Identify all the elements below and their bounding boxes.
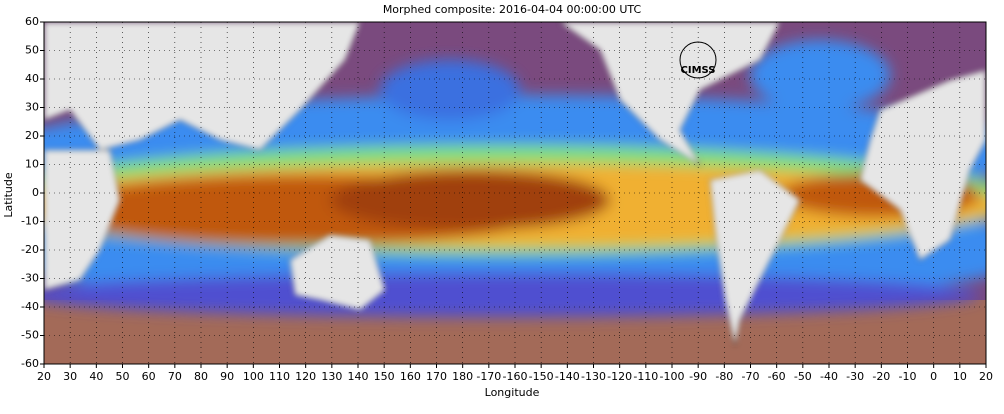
x-tick-label: -30 xyxy=(846,370,864,383)
y-tick-label: 50 xyxy=(25,44,39,57)
x-tick-label: 180 xyxy=(452,370,473,383)
map-title: Morphed composite: 2016-04-04 00:00:00 U… xyxy=(383,3,642,16)
x-tick-label: -140 xyxy=(555,370,580,383)
x-tick-label: 120 xyxy=(295,370,316,383)
x-tick-label: 160 xyxy=(400,370,421,383)
x-tick-label: 70 xyxy=(168,370,182,383)
land xyxy=(44,22,986,346)
x-tick-label: -80 xyxy=(715,370,733,383)
axes: 20 30 40 50 60 70 80 90 100 110 120 130 140 150 160 170… xyxy=(21,15,993,383)
y-tick-label: -40 xyxy=(21,300,39,313)
x-tick-label: 20 xyxy=(37,370,51,383)
y-tick-label: 0 xyxy=(32,186,39,199)
x-tick-label: 30 xyxy=(63,370,77,383)
y-tick-label: 40 xyxy=(25,72,39,85)
y-tick-label: -30 xyxy=(21,272,39,285)
x-tick-label: 90 xyxy=(220,370,234,383)
y-tick-label: -10 xyxy=(21,215,39,228)
x-tick-label: -120 xyxy=(607,370,632,383)
x-tick-label: 0 xyxy=(930,370,937,383)
x-tick-label: -110 xyxy=(633,370,658,383)
x-tick-label: -90 xyxy=(689,370,707,383)
y-tick-label: -20 xyxy=(21,243,39,256)
x-tick-label: -170 xyxy=(476,370,501,383)
x-tick-label: -40 xyxy=(820,370,838,383)
y-tick-label: -50 xyxy=(21,329,39,342)
x-tick-label: 20 xyxy=(979,370,993,383)
x-tick-label: 50 xyxy=(116,370,130,383)
y-tick-label: 20 xyxy=(25,129,39,142)
x-tick-label: -70 xyxy=(742,370,760,383)
x-tick-label: -150 xyxy=(529,370,554,383)
x-tick-label: -160 xyxy=(503,370,528,383)
x-tick-label: 40 xyxy=(89,370,103,383)
y-tick-label: 60 xyxy=(25,15,39,28)
logo-text: CIMSS xyxy=(681,65,716,76)
x-tick-label: 80 xyxy=(194,370,208,383)
x-tick-label: -60 xyxy=(768,370,786,383)
x-tick-label: 140 xyxy=(348,370,369,383)
moisture-field xyxy=(44,22,986,364)
x-tick-label: -10 xyxy=(899,370,917,383)
x-tick-label: -130 xyxy=(581,370,606,383)
x-tick-label: -20 xyxy=(872,370,890,383)
x-tick-label: 150 xyxy=(374,370,395,383)
y-tick-label: 10 xyxy=(25,158,39,171)
x-tick-label: 100 xyxy=(243,370,264,383)
x-tick-label: -100 xyxy=(660,370,685,383)
x-tick-label: 60 xyxy=(142,370,156,383)
x-tick-label: 130 xyxy=(321,370,342,383)
x-tick-label: -50 xyxy=(794,370,812,383)
x-tick-label: 10 xyxy=(953,370,967,383)
x-tick-label: 110 xyxy=(269,370,290,383)
y-tick-label: 30 xyxy=(25,101,39,114)
y-tick-label: -60 xyxy=(21,357,39,370)
x-axis-label: Longitude xyxy=(485,386,540,399)
y-axis-label: Latitude xyxy=(2,172,15,218)
x-tick-label: 170 xyxy=(426,370,447,383)
